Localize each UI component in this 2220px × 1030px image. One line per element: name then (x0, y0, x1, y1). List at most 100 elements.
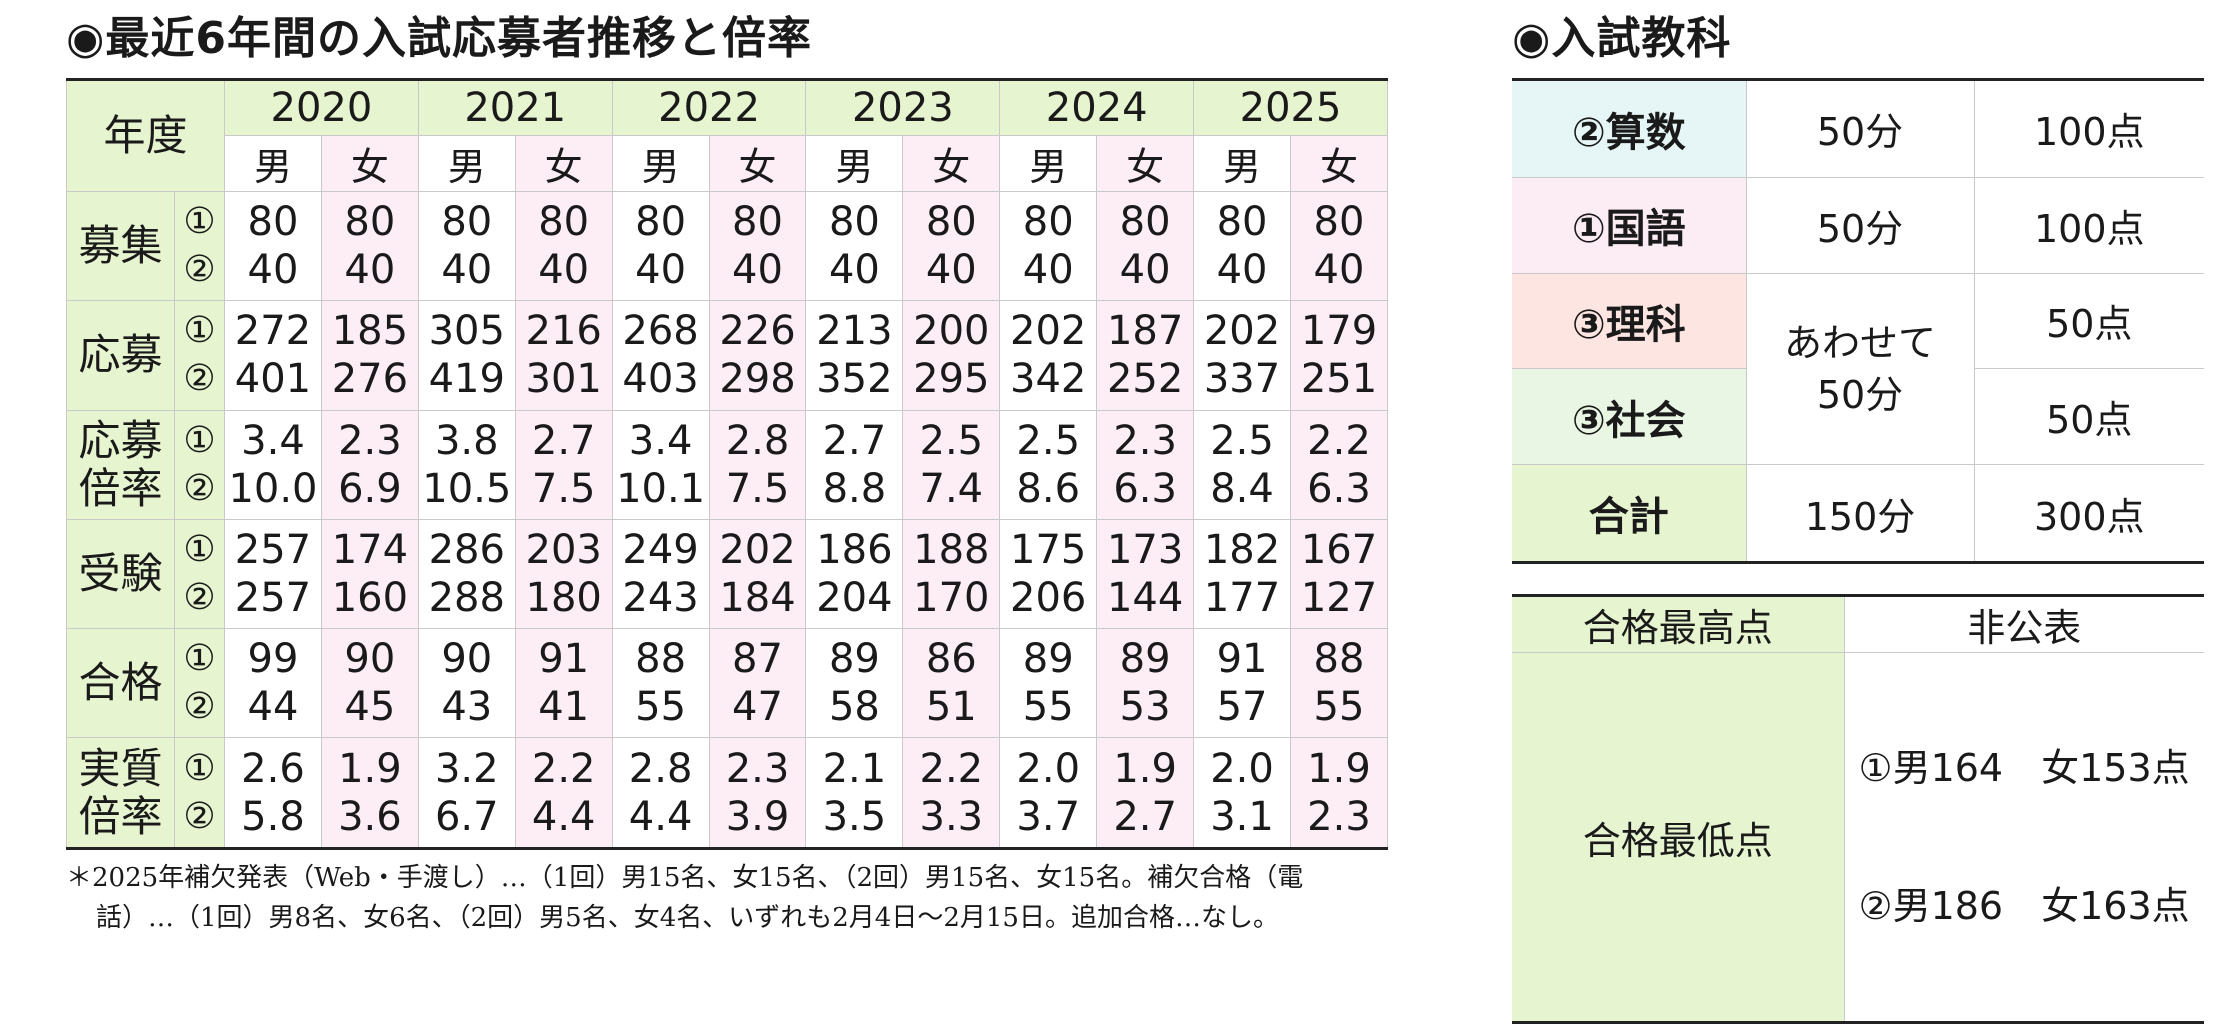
highest-score-row: 合格最高点 非公表 (1512, 594, 2204, 653)
round1-value: 3.4 (241, 417, 305, 464)
round2-value: 2.3 (1307, 793, 1371, 840)
year-label: 年度 (65, 78, 226, 192)
round-mark: ① (183, 638, 216, 680)
round2-value: 3.1 (1210, 793, 1274, 840)
round-mark: ② (183, 358, 216, 400)
round1-value: 202 (1010, 308, 1087, 355)
round-mark: ① (183, 419, 216, 461)
round1-value: 179 (1300, 308, 1378, 355)
stat-cell: 226 298 (708, 300, 807, 411)
stat-cell: 175 206 (999, 518, 1098, 630)
row-label-line: 募集 (78, 221, 163, 271)
round1-value: 188 (913, 527, 990, 574)
round2-value: 40 (1216, 247, 1268, 294)
round1-value: 226 (719, 308, 796, 355)
stat-cell: 2.7 7.5 (514, 409, 613, 520)
round2-value: 127 (1300, 575, 1378, 622)
round1-value: 2.5 (1016, 417, 1081, 464)
round1-value: 257 (234, 527, 312, 574)
round1-value: 2.3 (725, 745, 790, 792)
stat-cell: 202 184 (708, 518, 807, 630)
footnote-line: 話）…（1回）男8名、女6名、（2回）男5名、女4名、いずれも2月4日〜2月15… (96, 903, 1279, 933)
round2-value: 47 (732, 684, 783, 731)
round2-value: 7.5 (725, 465, 790, 512)
round2-value: 51 (925, 684, 977, 731)
round1-value: 80 (1216, 199, 1268, 246)
round1-value: 80 (1022, 199, 1074, 246)
row-label-line: 合格 (78, 658, 163, 708)
stat-cell: 2.8 7.5 (708, 409, 807, 520)
row-label: 合格 (66, 628, 175, 739)
stat-cell: 90 45 (320, 628, 419, 739)
round2-value: 295 (913, 356, 990, 403)
round2-value: 55 (635, 684, 687, 731)
stat-cell: 203 180 (514, 518, 613, 630)
round-mark: ① (183, 747, 216, 789)
stat-cell: 99 44 (224, 628, 322, 739)
subject-row: ②算数 50分 100点 (1512, 78, 2204, 178)
stat-cell: 2.5 7.4 (902, 409, 1001, 520)
stat-row: 応募 倍率 ① ② 3.4 10.0 2.3 6.9 3.8 10.5 2.7 7.5 3.4 10.1 2… (66, 409, 1389, 520)
stat-cell: 89 58 (805, 628, 904, 739)
female-header: 女 (320, 135, 419, 192)
round2-value: 206 (1010, 575, 1087, 622)
round1-value: 89 (1119, 636, 1171, 683)
lowest-score-line: ①男164 女153点 (1858, 746, 2190, 790)
lowest-score-row: 合格最低点 ①男164 女153点 ②男186 女163点 (1512, 652, 2204, 1024)
stat-cell: 179 251 (1289, 300, 1389, 411)
stat-row: 応募 ① ② 272 401 185 276 305 419 216 301 268 403 226 298… (66, 300, 1389, 411)
stat-cell: 89 55 (999, 628, 1098, 739)
stat-cell: 80 40 (999, 190, 1098, 302)
stat-cell: 86 51 (902, 628, 1001, 739)
exam-subjects-title: ◉入試教科 (1512, 13, 1732, 64)
stat-cell: 2.0 3.7 (999, 737, 1098, 850)
round1-value: 2.0 (1016, 745, 1081, 792)
row-label-line: 応募 (78, 415, 163, 465)
year-header: 2022 (611, 78, 807, 136)
round2-value: 4.4 (628, 793, 693, 840)
round1-value: 2.8 (628, 745, 693, 792)
row-label: 応募 (66, 300, 175, 411)
round1-value: 3.2 (434, 745, 499, 792)
stat-cell: 2.3 6.3 (1096, 409, 1195, 520)
round1-value: 91 (538, 636, 590, 683)
round1-value: 87 (732, 636, 783, 683)
round-mark: ② (183, 795, 216, 837)
round2-value: 5.8 (241, 793, 305, 840)
round2-value: 10.1 (616, 465, 706, 512)
round2-value: 40 (1313, 247, 1365, 294)
round1-value: 2.7 (531, 417, 596, 464)
round2-value: 3.6 (338, 793, 402, 840)
stat-cell: 1.9 2.3 (1289, 737, 1389, 850)
round2-value: 301 (525, 356, 602, 403)
round1-value: 80 (635, 199, 687, 246)
round1-value: 80 (828, 199, 880, 246)
male-header: 男 (1193, 135, 1291, 192)
round2-value: 177 (1203, 575, 1281, 622)
total-time: 150分 (1745, 464, 1975, 564)
stat-cell: 2.3 6.9 (320, 409, 419, 520)
round2-value: 419 (428, 356, 505, 403)
stat-cell: 167 127 (1289, 518, 1389, 630)
stat-cell: 91 41 (514, 628, 613, 739)
round1-value: 2.5 (919, 417, 984, 464)
round2-value: 6.7 (434, 793, 499, 840)
round2-value: 10.5 (422, 465, 512, 512)
round2-value: 40 (635, 247, 687, 294)
round2-value: 6.3 (1307, 465, 1371, 512)
footnote-line: ＊2025年補欠発表（Web・手渡し）…（1回）男15名、女15名、（2回）男1… (66, 863, 1304, 893)
round1-value: 249 (622, 527, 699, 574)
stat-cell: 2.2 4.4 (514, 737, 613, 850)
combined-time-line: あわせて (1783, 320, 1936, 365)
stat-cell: 2.8 4.4 (611, 737, 710, 850)
round-mark: ① (183, 529, 216, 571)
round1-value: 88 (1313, 636, 1365, 683)
round1-value: 2.2 (1307, 417, 1371, 464)
round2-value: 40 (1119, 247, 1171, 294)
stat-cell: 87 47 (708, 628, 807, 739)
round2-value: 57 (1216, 684, 1268, 731)
stat-cell: 185 276 (320, 300, 419, 411)
sex-header-row: 男女男女男女男女男女男女 (67, 135, 1389, 192)
